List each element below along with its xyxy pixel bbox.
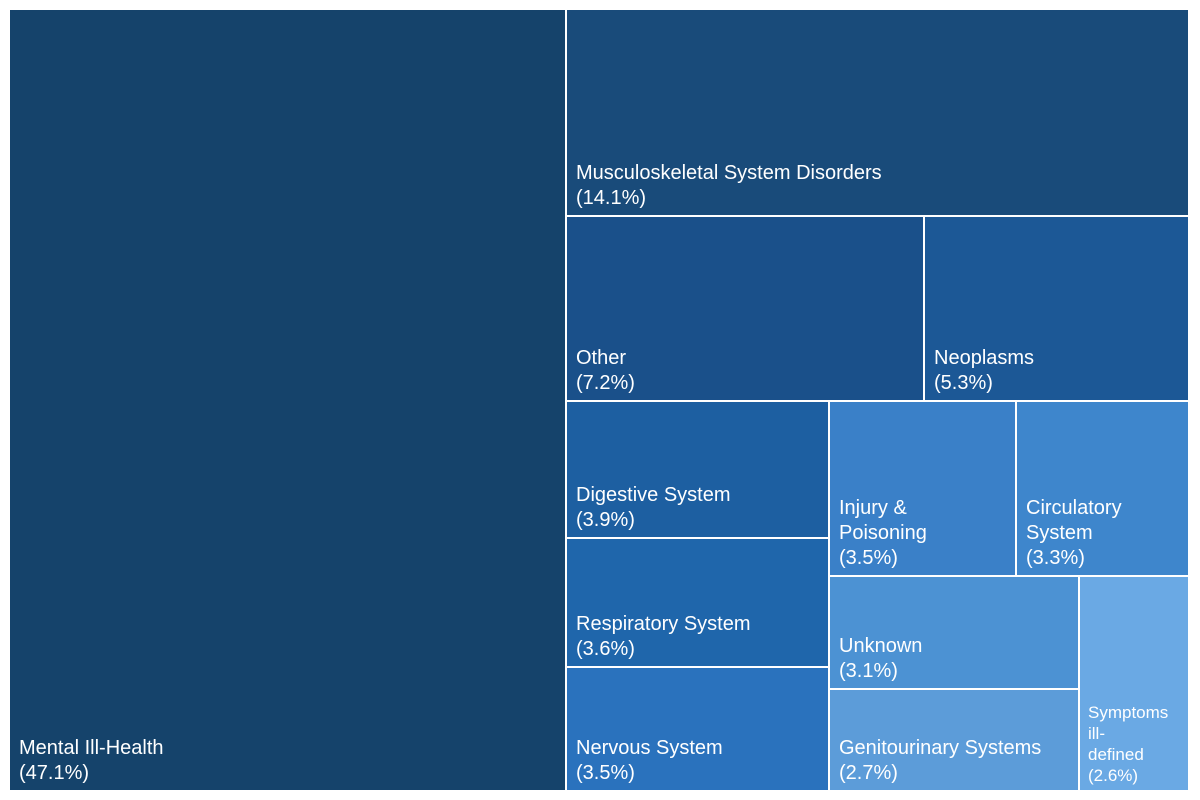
tile-category-name: Digestive System: [576, 484, 731, 506]
tile-label: Neoplasms (5.3%): [934, 346, 1182, 396]
tile-label: Other (7.2%): [576, 346, 917, 396]
treemap-tile-respiratory-system: Respiratory System (3.6%): [566, 538, 829, 667]
tile-percentage: (3.1%): [839, 660, 898, 682]
tile-category-name: Neoplasms: [934, 347, 1035, 369]
tile-label: Respiratory System (3.6%): [576, 612, 822, 662]
tile-category-name: Symptoms ill-defined: [1088, 703, 1169, 764]
tile-category-name: Musculoskeletal System Disorders: [576, 162, 882, 184]
tile-percentage: (3.6%): [576, 638, 635, 660]
treemap-tile-other: Other (7.2%): [566, 216, 924, 401]
treemap-tile-nervous-system: Nervous System (3.5%): [566, 667, 829, 791]
tile-percentage: (3.5%): [839, 547, 898, 569]
treemap-tile-neoplasms: Neoplasms (5.3%): [924, 216, 1189, 401]
tile-label: Circulatory System (3.3%): [1026, 496, 1182, 571]
treemap-tile-symptoms-ill-defined: Symptoms ill-defined (2.6%): [1079, 576, 1189, 791]
tile-label: Symptoms ill-defined (2.6%): [1088, 702, 1182, 786]
tile-label: Unknown (3.1%): [839, 634, 1072, 684]
tile-label: Genitourinary Systems (2.7%): [839, 736, 1072, 786]
tile-category-name: Other: [576, 347, 627, 369]
tile-category-name: Nervous System: [576, 737, 723, 759]
tile-label: Digestive System (3.9%): [576, 483, 822, 533]
tile-percentage: (2.7%): [839, 762, 898, 784]
tile-percentage: (14.1%): [576, 187, 647, 209]
tile-category-name: Respiratory System: [576, 613, 751, 635]
treemap-tile-injury-poisoning: Injury & Poisoning (3.5%): [829, 401, 1016, 576]
tile-label: Nervous System (3.5%): [576, 736, 822, 786]
treemap-tile-genitourinary-systems: Genitourinary Systems (2.7%): [829, 689, 1079, 791]
treemap-tile-circulatory-system: Circulatory System (3.3%): [1016, 401, 1189, 576]
tile-percentage: (5.3%): [934, 372, 993, 394]
tile-percentage: (47.1%): [19, 762, 90, 784]
tile-category-name: Circulatory System: [1026, 497, 1122, 544]
treemap-tile-mental-ill-health: Mental Ill-Health (47.1%): [9, 9, 566, 791]
tile-label: Mental Ill-Health (47.1%): [19, 736, 559, 786]
tile-percentage: (7.2%): [576, 372, 635, 394]
tile-percentage: (3.3%): [1026, 547, 1085, 569]
tile-category-name: Unknown: [839, 635, 923, 657]
tile-percentage: (3.9%): [576, 509, 635, 531]
treemap-tile-musculoskeletal-system-disorders: Musculoskeletal System Disorders (14.1%): [566, 9, 1189, 216]
tile-category-name: Mental Ill-Health: [19, 737, 164, 759]
tile-category-name: Injury & Poisoning: [839, 497, 927, 544]
tile-percentage: (2.6%): [1088, 766, 1139, 785]
tile-category-name: Genitourinary Systems: [839, 737, 1042, 759]
treemap-tile-unknown: Unknown (3.1%): [829, 576, 1079, 689]
tile-label: Injury & Poisoning (3.5%): [839, 496, 1009, 571]
tile-percentage: (3.5%): [576, 762, 635, 784]
tile-label: Musculoskeletal System Disorders (14.1%): [576, 161, 1182, 211]
treemap-tile-digestive-system: Digestive System (3.9%): [566, 401, 829, 538]
